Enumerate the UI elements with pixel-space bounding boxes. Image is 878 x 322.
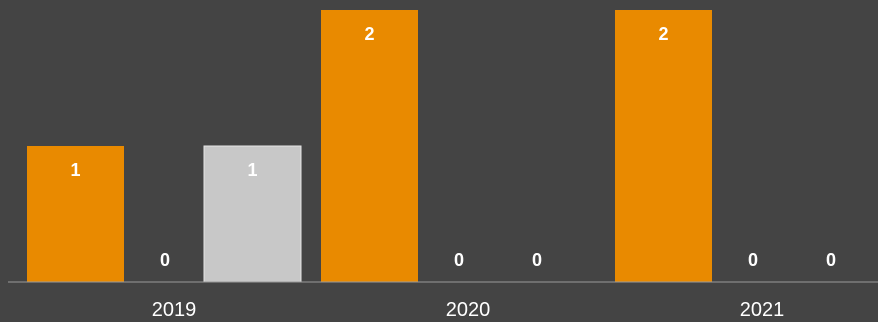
bar-2019-series-3 (203, 145, 302, 283)
category-label-2021: 2021 (740, 299, 785, 321)
value-label-2021-series-3: 0 (826, 250, 836, 270)
category-labels-group: 2019 2020 2021 (152, 299, 785, 321)
value-label-2019-series-2: 0 (160, 250, 170, 270)
bar-2021-series-1 (615, 10, 712, 282)
value-label-2020-series-1: 2 (364, 24, 374, 44)
bar-2019-series-1 (27, 146, 124, 282)
value-label-2020-series-3: 0 (532, 250, 542, 270)
value-label-2019-series-1: 1 (70, 160, 80, 180)
value-labels-group: 1 0 1 2 0 0 2 0 0 (70, 24, 836, 270)
value-label-2021-series-1: 2 (658, 24, 668, 44)
category-label-2019: 2019 (152, 299, 197, 321)
category-label-2020: 2020 (446, 299, 491, 321)
value-label-2020-series-2: 0 (454, 250, 464, 270)
bar-2020-series-1 (321, 10, 418, 282)
value-label-2021-series-2: 0 (748, 250, 758, 270)
bars-group (27, 10, 712, 283)
value-label-2019-series-3: 1 (247, 160, 257, 180)
